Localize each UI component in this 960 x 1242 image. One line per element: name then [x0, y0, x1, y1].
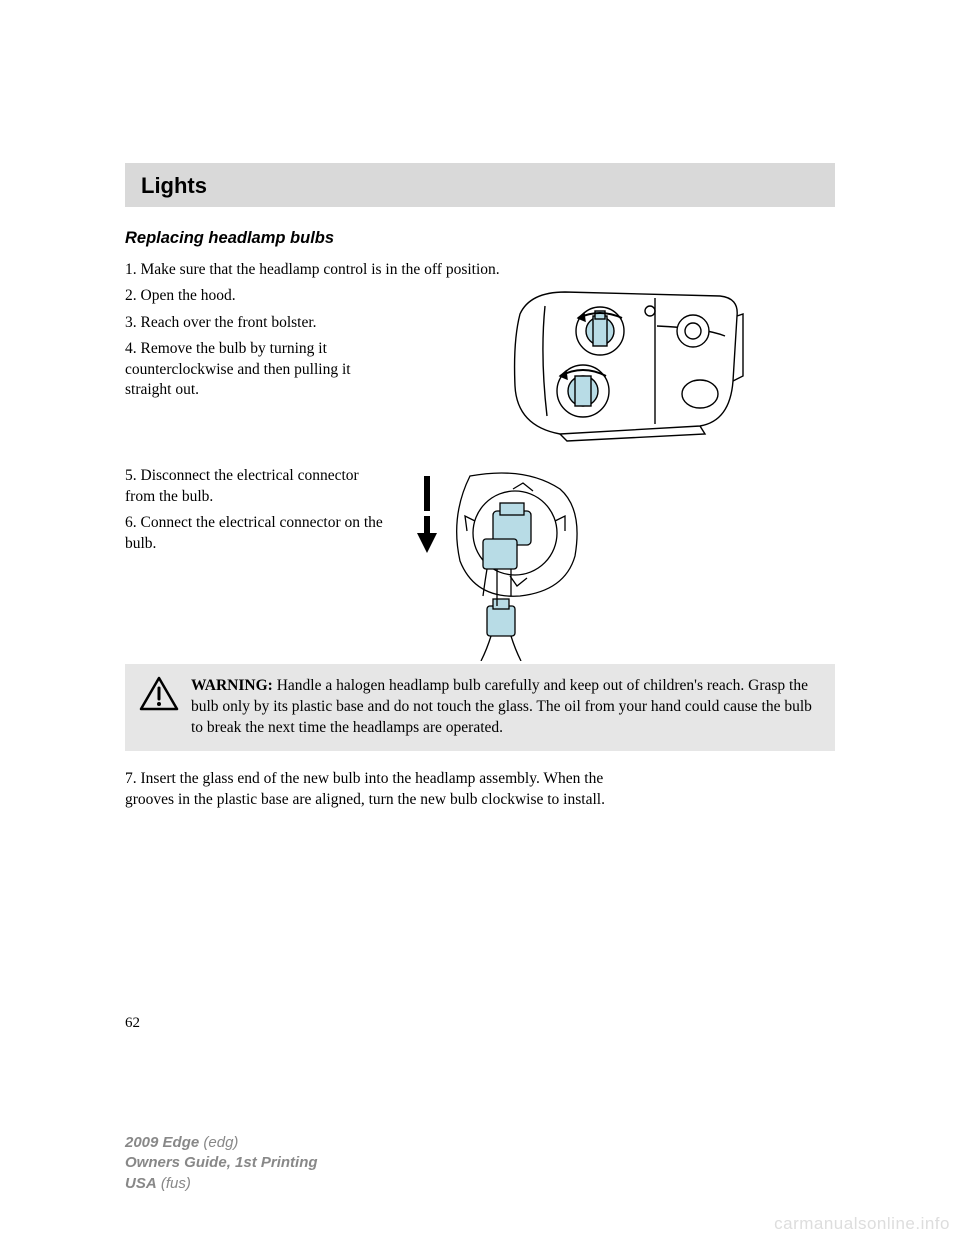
- subheading: Replacing headlamp bulbs: [125, 229, 835, 248]
- footer-code-1: (edg): [199, 1134, 238, 1151]
- warning-triangle-icon: [139, 676, 179, 712]
- step-2: 2. Open the hood.: [125, 286, 385, 306]
- footer-line-3: USA (fus): [125, 1174, 318, 1194]
- section-title: Lights: [141, 173, 819, 199]
- footer-line-1: 2009 Edge (edg): [125, 1133, 318, 1153]
- step-5: 5. Disconnect the electrical connector f…: [125, 466, 385, 507]
- section-header-band: Lights: [125, 163, 835, 207]
- step-3: 3. Reach over the front bolster.: [125, 313, 385, 333]
- step-4: 4. Remove the bulb by turning it counter…: [125, 339, 385, 400]
- step-block-1: 2. Open the hood. 3. Reach over the fron…: [125, 286, 835, 456]
- footer-code-2: (fus): [157, 1175, 191, 1192]
- footer-model: 2009 Edge: [125, 1134, 199, 1151]
- warning-body: Handle a halogen headlamp bulb carefully…: [191, 677, 812, 736]
- footer: 2009 Edge (edg) Owners Guide, 1st Printi…: [125, 1133, 318, 1194]
- step-7: 7. Insert the glass end of the new bulb …: [125, 769, 645, 810]
- footer-line-2: Owners Guide, 1st Printing: [125, 1153, 318, 1173]
- step-block-2: 5. Disconnect the electrical connector f…: [125, 466, 835, 656]
- step-1: 1. Make sure that the headlamp control i…: [125, 260, 685, 280]
- step-6: 6. Connect the electrical connector on t…: [125, 513, 385, 554]
- manual-page: Lights Replacing headlamp bulbs 1. Make …: [0, 0, 960, 810]
- warning-label: WARNING:: [191, 677, 273, 694]
- figure-connector: [415, 461, 585, 661]
- figure-headlamp-assembly: [505, 286, 745, 446]
- warning-text: WARNING: Handle a halogen headlamp bulb …: [191, 676, 821, 739]
- page-number: 62: [125, 1015, 140, 1032]
- watermark: carmanualsonline.info: [774, 1214, 950, 1234]
- footer-region: USA: [125, 1175, 157, 1192]
- warning-box: WARNING: Handle a halogen headlamp bulb …: [125, 664, 835, 751]
